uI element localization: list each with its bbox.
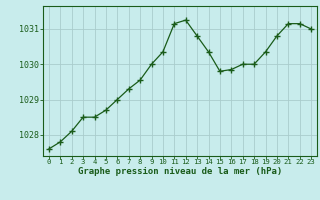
X-axis label: Graphe pression niveau de la mer (hPa): Graphe pression niveau de la mer (hPa)	[78, 167, 282, 176]
